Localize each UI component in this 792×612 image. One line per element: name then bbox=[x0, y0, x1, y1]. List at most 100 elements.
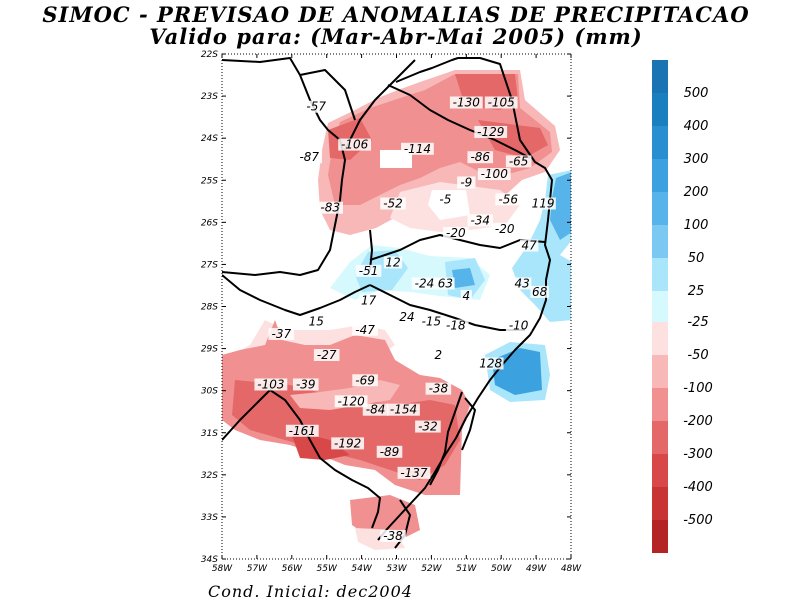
value-label-text: -34 bbox=[470, 213, 490, 227]
value-label: 68 bbox=[530, 285, 549, 299]
legend-label: 200 bbox=[684, 185, 709, 200]
legend-swatch bbox=[652, 60, 668, 93]
value-label-text: -86 bbox=[470, 150, 490, 164]
value-label: -9 bbox=[457, 175, 476, 189]
value-label: -100 bbox=[477, 167, 511, 181]
value-label: -57 bbox=[303, 100, 330, 114]
value-label: -114 bbox=[401, 142, 434, 156]
value-label-text: -161 bbox=[289, 424, 316, 438]
value-label-text: -51 bbox=[359, 264, 379, 278]
legend-swatch bbox=[652, 355, 668, 388]
value-labels: -57 -106 -87 -114 -130 -105 -129 -86 -65-100 -9 -5… bbox=[254, 96, 556, 543]
value-label-box bbox=[387, 403, 420, 416]
value-label: -15 bbox=[418, 314, 445, 328]
value-label-box bbox=[331, 437, 365, 450]
legend-label: -300 bbox=[683, 447, 713, 462]
legend-swatch bbox=[652, 126, 668, 159]
anomaly-area-south-weak bbox=[290, 380, 400, 410]
value-label-box bbox=[418, 315, 445, 328]
value-label: 128 bbox=[477, 356, 504, 370]
legend-swatch bbox=[652, 192, 668, 225]
anomaly-area-positive-east-strong bbox=[550, 172, 571, 240]
value-label-text: 128 bbox=[479, 356, 502, 370]
value-label-text: 119 bbox=[532, 197, 555, 211]
value-label-box bbox=[334, 395, 368, 408]
value-label: -87 bbox=[296, 150, 323, 164]
legend-label: 500 bbox=[684, 86, 709, 101]
value-label-box bbox=[411, 277, 438, 290]
value-label-text: -38 bbox=[429, 382, 449, 396]
value-label-text: -32 bbox=[418, 420, 438, 434]
value-label-text: 24 bbox=[399, 310, 414, 324]
lat-label: 30S bbox=[201, 387, 218, 397]
value-label-text: -89 bbox=[380, 445, 400, 459]
legend-label: -50 bbox=[687, 348, 708, 363]
value-label-text: -69 bbox=[355, 373, 375, 387]
lat-label: 26S bbox=[201, 218, 218, 228]
border-ms bbox=[299, 69, 356, 121]
value-label: 24 bbox=[397, 310, 417, 324]
map-subtitle: Valido para: (Mar-Abr-Mai 2005) (mm) bbox=[149, 24, 643, 49]
value-label: -106 bbox=[338, 138, 372, 152]
value-label-box bbox=[436, 193, 455, 206]
map-title: SIMOC - PREVISAO DE ANOMALIAS DE PRECIPI… bbox=[42, 2, 750, 27]
border-uruguay bbox=[222, 389, 381, 529]
value-label: -39 bbox=[292, 377, 319, 391]
lat-label: 23S bbox=[201, 92, 218, 102]
value-label-text: 15 bbox=[309, 314, 324, 328]
lon-label: 50W bbox=[491, 564, 512, 574]
value-label-box bbox=[268, 327, 295, 340]
value-label-box bbox=[254, 378, 288, 391]
political-boundaries bbox=[222, 57, 553, 549]
lat-label: 34S bbox=[201, 555, 218, 565]
value-label: -65 bbox=[505, 154, 532, 168]
value-label: 4 bbox=[460, 289, 472, 303]
lon-label: 53W bbox=[386, 564, 407, 574]
lon-label: 54W bbox=[351, 564, 372, 574]
value-label-box bbox=[474, 125, 508, 138]
value-label-text: -57 bbox=[306, 100, 326, 114]
value-label-box bbox=[432, 349, 444, 361]
value-label: 63 bbox=[436, 276, 455, 290]
legend-label: -500 bbox=[683, 513, 713, 528]
legend-label: 50 bbox=[688, 251, 705, 266]
border-sp-pr bbox=[387, 84, 531, 159]
value-label: -38 bbox=[380, 529, 406, 543]
value-label: -37 bbox=[268, 327, 295, 341]
value-label-box bbox=[484, 96, 518, 109]
value-label: 43 bbox=[512, 276, 532, 290]
value-label-box bbox=[352, 374, 378, 387]
legend-label: 100 bbox=[684, 218, 709, 233]
value-label-text: -10 bbox=[509, 319, 529, 333]
value-label-text: -87 bbox=[299, 150, 319, 164]
value-label-text: -120 bbox=[338, 394, 366, 408]
value-label-text: -5 bbox=[439, 192, 451, 206]
value-label-box bbox=[467, 214, 494, 227]
value-label-text: -103 bbox=[257, 377, 284, 391]
value-label-box bbox=[313, 349, 340, 361]
lat-label: 28S bbox=[201, 303, 218, 313]
value-label-box bbox=[457, 176, 476, 189]
value-label: -47 bbox=[352, 323, 378, 337]
color-legend: 500 400 300 200 100 50 25 -25 -50 -100 -200 -300 -40… bbox=[652, 60, 713, 553]
value-label-box bbox=[307, 315, 326, 328]
lat-label: 32S bbox=[201, 471, 218, 481]
value-label-box bbox=[436, 277, 455, 290]
value-label: 119 bbox=[530, 197, 556, 211]
legend-swatch bbox=[652, 291, 668, 324]
value-label-text: -52 bbox=[383, 197, 403, 211]
value-label-box bbox=[303, 100, 330, 113]
value-label-box bbox=[449, 96, 483, 109]
legend-label: 300 bbox=[684, 152, 709, 167]
legend-label: -25 bbox=[687, 315, 708, 330]
value-label-box bbox=[362, 403, 389, 416]
value-label-text: -154 bbox=[390, 403, 417, 417]
value-label-box bbox=[355, 264, 382, 277]
value-label: -86 bbox=[467, 150, 494, 164]
value-label-text: -130 bbox=[453, 96, 481, 110]
value-label-text: -65 bbox=[509, 154, 529, 168]
value-label-box bbox=[352, 323, 378, 336]
value-label: 2 bbox=[432, 348, 444, 362]
value-label-text: 2 bbox=[435, 348, 443, 362]
